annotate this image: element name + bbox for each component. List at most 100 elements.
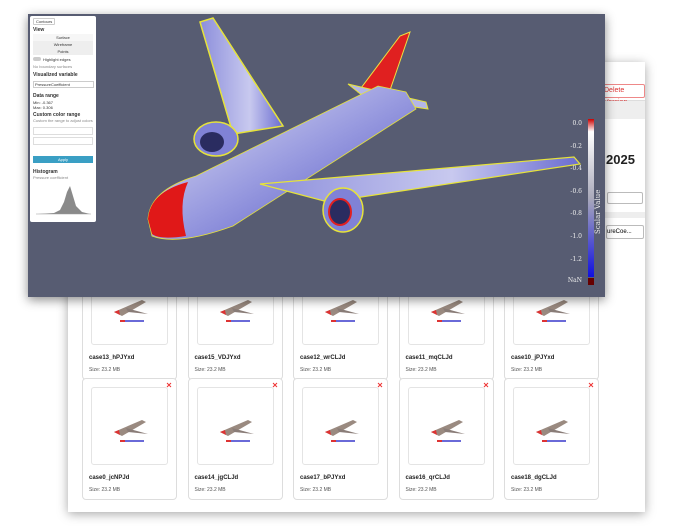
thumbnail-image [219,300,254,322]
thumb-plane [325,420,357,436]
thumb-nose [325,430,331,435]
thumb-colorbar [225,320,231,322]
min-input[interactable] [33,127,93,135]
thumbnail [196,387,274,465]
file-name: case12_wrCLJd [300,355,346,361]
note: No boundary surfaces [33,64,73,69]
note: Pressure coefficient [33,175,69,180]
file-size: Size: 23.2 MB [194,367,226,373]
engine-intake [328,198,352,226]
file-name: case0_jcNPJd [89,475,130,481]
delete-icon[interactable] [483,382,489,388]
thumb-colorbar [436,320,461,322]
thumb-colorbar [542,320,547,322]
thumb-colorbar [120,440,125,442]
thumb-plane [219,300,252,316]
delete-icon[interactable] [377,382,383,388]
note: Custom the range to adjust colors [33,118,93,123]
thumb-colorbar [225,440,231,442]
viewer-window: 0.0 -0.2 -0.4 -0.6 -0.8 -1.0 -1.2 NaN Scalar Va… [28,14,605,297]
colorbar-nan-label: NaN [567,277,582,284]
apply-button[interactable]: Apply [33,156,93,163]
colorbar-title: Scalar Value [594,189,602,234]
delete-icon[interactable] [588,382,594,388]
max-input[interactable] [33,137,93,145]
thumb-colorbar [120,320,125,322]
colorbar-tick-label: -1.2 [570,255,582,263]
thumb-colorbar [225,440,250,442]
thumb-wing [231,428,254,434]
thumb-wing [231,308,254,314]
input[interactable] [607,192,643,204]
file-size: Size: 23.2 MB [194,487,226,493]
range-min: Min: -0.367 [33,100,54,105]
file-size: Size: 23.2 MB [405,367,437,373]
file-card[interactable]: case14_jgCLJd Size: 23.2 MB [187,378,283,500]
toggle[interactable] [33,57,41,61]
file-card[interactable]: case0_jcNPJd Size: 23.2 MB [82,378,177,500]
thumb-wing [337,308,359,314]
thumb-plane [325,300,357,316]
file-name: case16_qrCLJd [405,475,450,481]
thumb-plane [536,420,568,436]
colorbar-tick-label: -1.0 [570,233,582,240]
file-card[interactable]: case18_dgCLJd Size: 23.2 MB [504,378,599,500]
file-name: case15_VDJYxd [194,355,241,361]
file-card[interactable]: case16_qrCLJd Size: 23.2 MB [398,378,494,500]
thumb-colorbar [331,440,336,442]
delete-icon[interactable] [166,382,172,388]
contours-button[interactable]: Contours [33,18,56,25]
thumb-colorbar [436,440,442,442]
airplane-render [147,17,594,285]
view-option[interactable]: Wireframe [33,41,93,48]
thumb-plane [114,300,146,316]
tail-fin [357,31,411,97]
file-size: Size: 23.2 MB [511,487,543,493]
delete-icon[interactable] [272,382,278,388]
file-name: case17_bPJYxd [300,475,346,481]
thumb-plane [114,420,146,436]
variable-select[interactable]: PressureCoefficient [33,81,94,88]
thumb-nose [325,310,331,315]
select[interactable]: ureCoe... [606,225,644,239]
thumbnail [302,387,379,465]
thumb-colorbar [436,440,461,442]
thumb-nose [536,310,542,315]
thumb-colorbar [331,320,336,322]
colorbar-tick-label: -0.4 [570,165,582,173]
thumbnail [407,387,485,465]
file-card[interactable]: case17_bPJYxd Size: 23.2 MB [293,378,388,500]
thumb-nose [430,430,437,435]
thumbnail-image [536,300,570,322]
thumb-plane [430,300,463,316]
thumb-colorbar [120,320,144,322]
delete-button[interactable]: Delete Version [600,84,645,106]
file-size: Size: 23.2 MB [405,487,437,493]
range-max: Max: 0.306 [33,105,53,110]
thumb-wing [126,428,148,434]
colorbar [588,119,594,277]
thumbnail [91,387,168,465]
fuselage [147,85,417,240]
thumb-plane [219,420,252,436]
thumb-colorbar [331,440,355,442]
thumb-nose [219,430,226,435]
delete-cross [483,382,488,388]
far-wing [199,17,285,135]
thumb-nose [219,310,226,315]
colorbar-tick-label: -0.8 [570,210,582,218]
delete-cross [272,382,277,388]
nose [148,182,188,238]
delete-cross [588,382,594,388]
view-option[interactable]: Points [33,48,93,55]
section-heading: Visualized variable [33,72,78,78]
thumb-nose [114,430,120,435]
control-panel: Contours View Surface Wireframe Points Hig… [30,16,96,222]
file-name: case13_hPJYxd [89,355,135,361]
colorbar-tick-label: -0.2 [570,142,582,150]
colorbar-tick-label: -0.6 [570,187,582,195]
toggle-label: Highlight edges [43,57,71,62]
view-option[interactable]: Surface [33,34,93,41]
section-heading: Custom color range [33,112,81,118]
file-name: case11_mqCLJd [405,355,453,361]
